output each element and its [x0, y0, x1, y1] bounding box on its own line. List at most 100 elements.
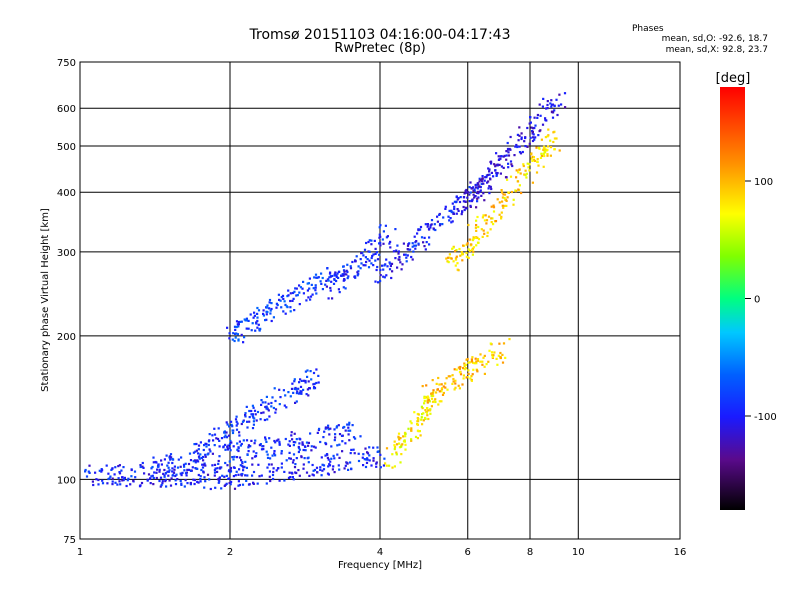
scatter-point [251, 413, 254, 416]
plot-frame [79, 61, 681, 540]
scatter-point [463, 192, 466, 195]
scatter-point [475, 362, 478, 365]
scatter-point [280, 296, 283, 299]
scatter-point [349, 452, 352, 455]
scatter-point [228, 443, 232, 446]
scatter-point [466, 196, 469, 199]
scatter-point [351, 424, 354, 427]
scatter-point [208, 478, 211, 481]
scatter-point [269, 479, 272, 483]
scatter-point [326, 456, 329, 459]
scatter-point [472, 237, 475, 240]
scatter-point [246, 474, 249, 477]
scatter-point [500, 165, 503, 168]
scatter-point [245, 466, 248, 469]
scatter-point [427, 228, 431, 231]
scatter-point [203, 444, 206, 447]
scatter-point [364, 256, 367, 259]
scatter-point [202, 459, 205, 462]
scatter-point [225, 436, 229, 439]
scatter-point [451, 247, 454, 250]
scatter-point [304, 370, 307, 373]
scatter-point [542, 148, 545, 151]
scatter-point [388, 268, 392, 271]
scatter-point [500, 215, 503, 218]
scatter-point [299, 391, 302, 395]
scatter-point [256, 306, 259, 310]
scatter-point [304, 449, 307, 452]
scatter-point [306, 375, 309, 378]
scatter-point [496, 198, 499, 201]
scatter-point [129, 483, 132, 486]
scatter-point [209, 450, 212, 453]
scatter-point [256, 319, 259, 323]
scatter-point [229, 439, 232, 443]
scatter-point [270, 463, 273, 466]
scatter-point [237, 338, 240, 341]
scatter-point [241, 420, 245, 423]
scatter-point [378, 236, 381, 239]
scatter-point [437, 376, 440, 380]
scatter-point [507, 162, 510, 165]
scatter-point [337, 288, 340, 291]
scatter-point [362, 464, 365, 467]
scatter-point [531, 139, 535, 143]
scatter-point [264, 401, 267, 404]
scatter-point [107, 477, 110, 481]
scatter-point [462, 377, 465, 380]
scatter-point [248, 483, 251, 486]
scatter-point [238, 434, 241, 437]
scatter-point [276, 303, 279, 307]
scatter-point [282, 389, 285, 392]
scatter-point [158, 470, 161, 473]
scatter-point [203, 476, 206, 479]
scatter-point [368, 259, 371, 262]
scatter-point [171, 457, 174, 461]
scatter-point [525, 176, 528, 179]
scatter-point [541, 105, 544, 108]
scatter-point [379, 274, 382, 277]
scatter-point [345, 273, 348, 276]
scatter-point [208, 439, 211, 442]
scatter-point [291, 461, 295, 464]
scatter-point [368, 239, 371, 242]
scatter-point [174, 479, 177, 482]
scatter-point [228, 332, 231, 335]
scatter-point [291, 476, 294, 479]
scatter-point [450, 209, 453, 212]
scatter-point [313, 382, 316, 385]
scatter-point [425, 411, 429, 414]
scatter-point [391, 453, 394, 456]
scatter-point [436, 220, 439, 223]
scatter-point [306, 282, 309, 285]
scatter-point [123, 478, 126, 481]
scatter-point [452, 246, 455, 249]
scatter-point [343, 273, 346, 276]
scatter-point [292, 453, 296, 456]
scatter-point [342, 265, 345, 268]
scatter-point [482, 192, 485, 195]
scatter-point [365, 241, 368, 245]
scatter-point [284, 303, 287, 306]
scatter-point [446, 260, 449, 263]
scatter-point [432, 394, 435, 397]
scatter-point [289, 476, 292, 479]
scatter-point [405, 260, 408, 263]
scatter-point [549, 139, 552, 142]
scatter-point [530, 126, 533, 129]
scatter-point [319, 468, 322, 471]
scatter-point [289, 310, 292, 313]
scatter-point [247, 450, 250, 453]
scatter-point [414, 247, 417, 250]
scatter-point [377, 281, 380, 284]
scatter-point [556, 113, 559, 117]
scatter-point [218, 439, 221, 442]
scatter-point [301, 443, 304, 446]
scatter-point [248, 409, 251, 413]
scatter-point [290, 431, 293, 434]
scatter-point [111, 483, 114, 486]
scatter-point [312, 383, 315, 386]
scatter-point [404, 443, 407, 446]
